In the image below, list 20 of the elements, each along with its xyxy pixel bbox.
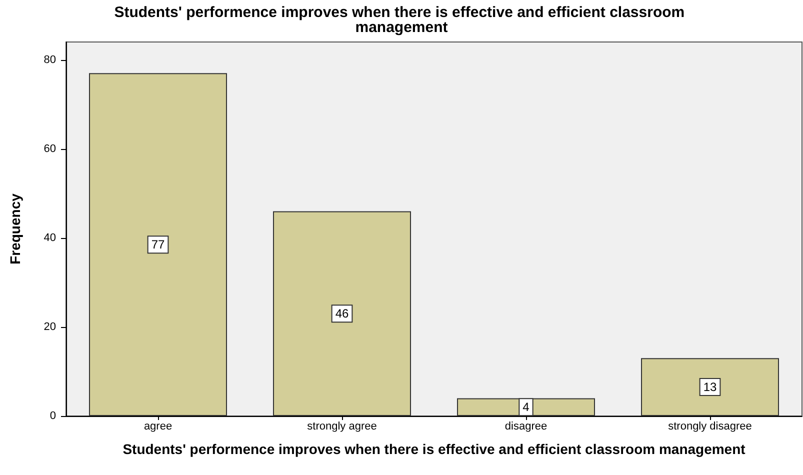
y-axis-title: Frequency: [7, 193, 23, 264]
y-tick-label: 80: [44, 54, 56, 66]
chart-title: Students' performence improves when there is effective and efficient classroom management: [114, 4, 689, 36]
data-label: 13: [703, 380, 717, 394]
x-tick-label: strongly disagree: [668, 420, 752, 432]
x-axis-title: Students' performence improves when there is effective and efficient classroom management: [122, 441, 746, 457]
y-tick-label: 60: [44, 142, 56, 155]
y-tick-label: 40: [44, 232, 56, 244]
bar: [273, 211, 411, 416]
bar: [89, 73, 227, 416]
y-tick-label: 20: [44, 320, 56, 333]
x-tick-label: disagree: [504, 420, 548, 432]
data-label: 46: [335, 306, 349, 321]
x-tick-label: strongly agree: [307, 420, 377, 432]
bar: [641, 358, 779, 416]
x-tick-label: agree: [144, 420, 172, 432]
data-label: 77: [151, 238, 165, 252]
bar: [457, 398, 595, 416]
data-label: 4: [522, 400, 530, 414]
y-tick-label: 0: [50, 410, 56, 422]
